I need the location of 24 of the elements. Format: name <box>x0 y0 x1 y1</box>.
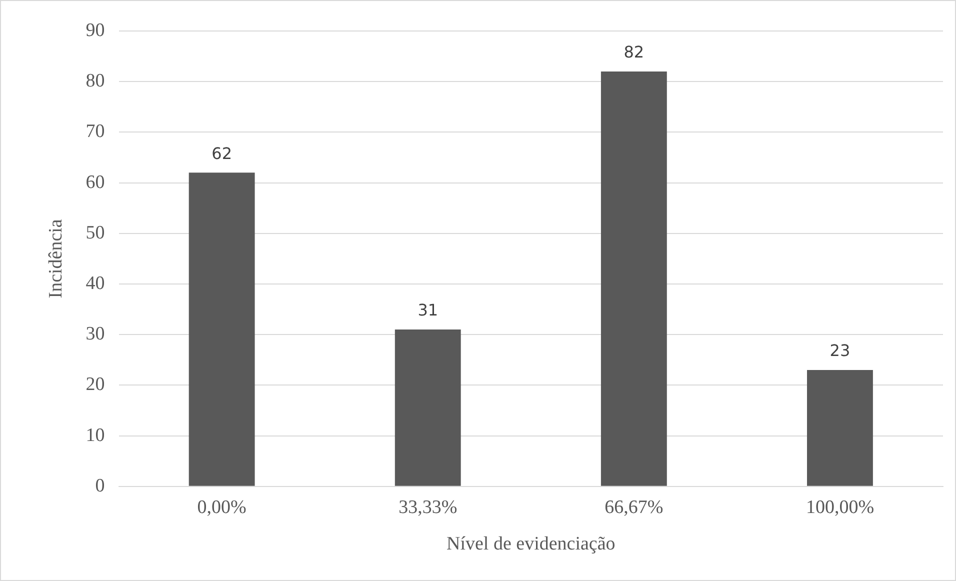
y-tick-label: 40 <box>86 272 105 294</box>
y-tick-label: 60 <box>86 172 105 193</box>
data-label: 62 <box>212 144 232 163</box>
y-tick-label: 50 <box>86 222 105 244</box>
bar <box>188 172 255 486</box>
y-axis-title: Incidência <box>45 218 66 298</box>
y-tick-label: 90 <box>86 20 105 41</box>
y-tick-label: 30 <box>86 324 105 345</box>
x-axis-title: Nível de evidenciação <box>446 534 616 555</box>
y-tick-label: 80 <box>86 70 105 92</box>
data-label: 82 <box>624 42 644 62</box>
y-tick-label: 0 <box>95 475 105 496</box>
x-tick-label: 33,33% <box>398 496 458 518</box>
data-label: 31 <box>418 300 438 320</box>
data-label: 23 <box>830 341 850 360</box>
x-tick-label: 0,00% <box>197 496 247 518</box>
bar <box>807 370 873 486</box>
bar <box>394 330 461 486</box>
y-tick-label: 20 <box>86 374 105 396</box>
bar <box>600 71 667 486</box>
x-tick-label: 100,00% <box>806 496 874 518</box>
y-tick-label: 70 <box>86 121 105 142</box>
x-tick-label: 66,67% <box>604 496 664 518</box>
y-tick-label: 10 <box>86 424 105 446</box>
